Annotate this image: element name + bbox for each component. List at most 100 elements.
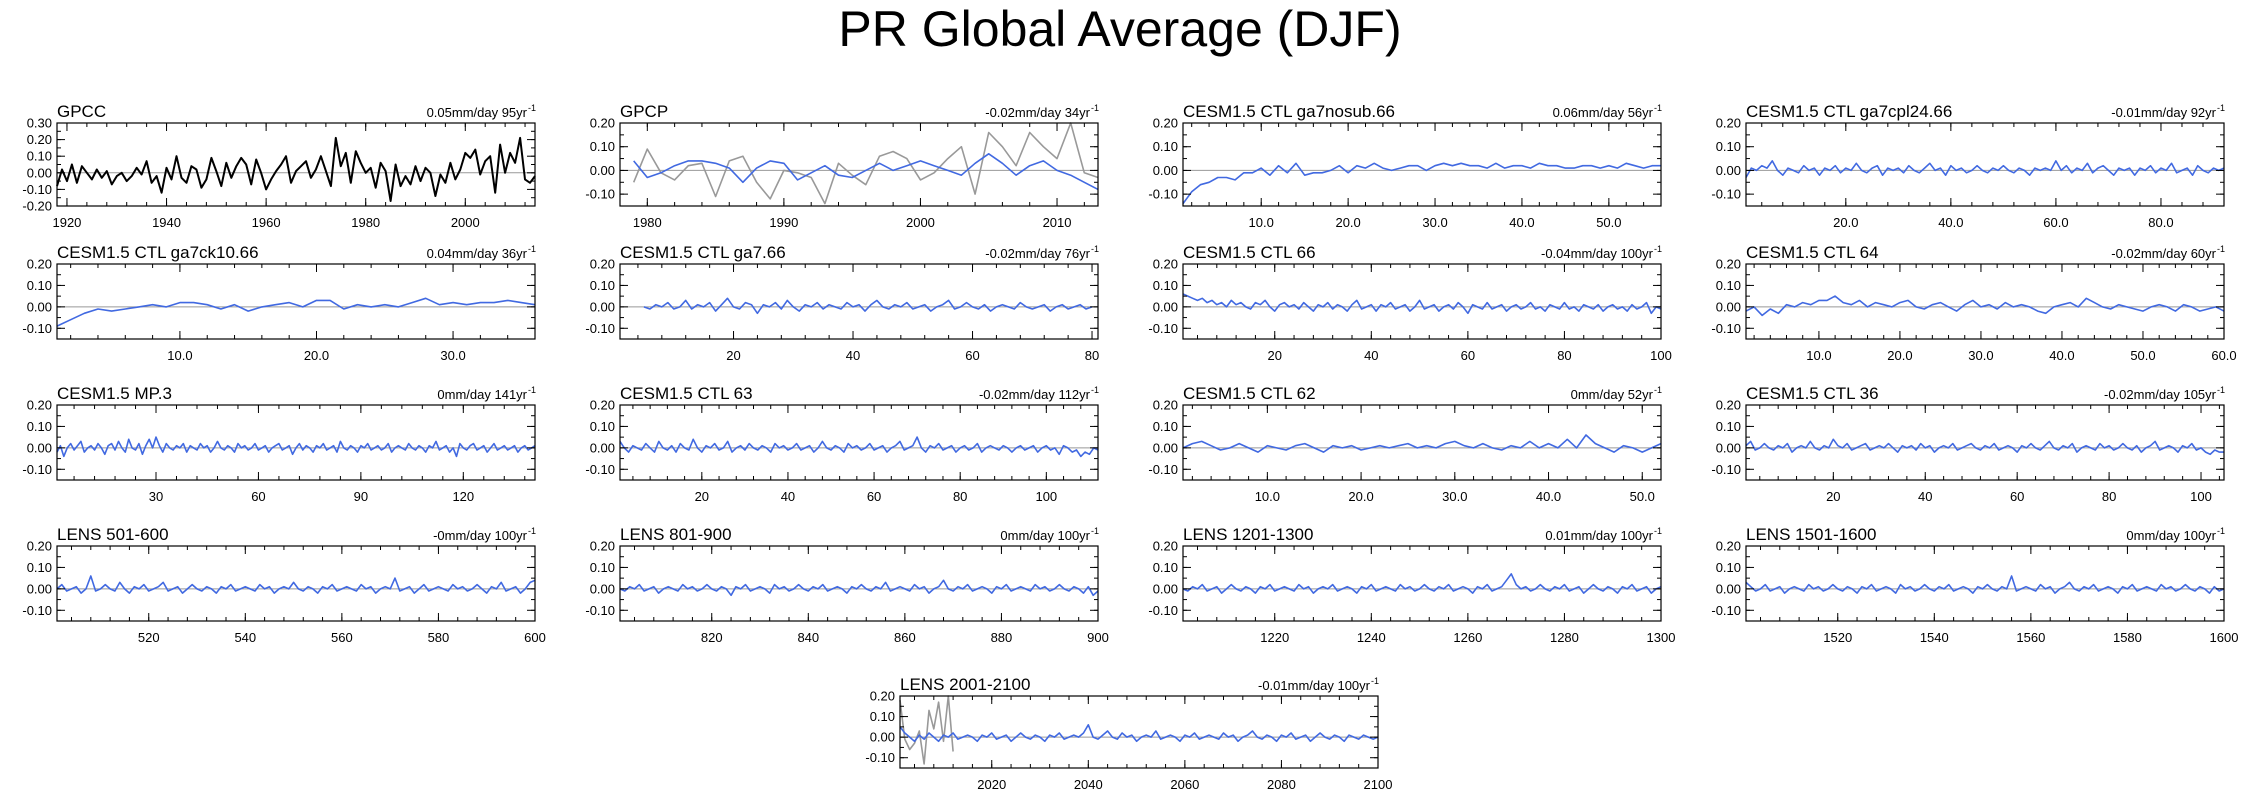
y-tick-label: 0.10 xyxy=(27,560,52,575)
x-tick-label: 50.0 xyxy=(1630,489,1655,504)
y-tick-label: 0.10 xyxy=(1153,419,1178,434)
x-tick-label: 120 xyxy=(452,489,474,504)
y-tick-label: 0.10 xyxy=(1716,560,1741,575)
x-tick-label: 860 xyxy=(894,630,916,645)
plot-frame xyxy=(1182,545,1662,622)
panel-title: CESM1.5 CTL ga7nosub.66 xyxy=(1183,102,1395,121)
panel-title: CESM1.5 CTL 62 xyxy=(1183,384,1316,403)
x-tick-label: 1580 xyxy=(2113,630,2142,645)
y-tick-label: 0.20 xyxy=(590,398,615,413)
panel-trend-exponent: -1 xyxy=(1091,385,1099,395)
y-tick-label: 0.20 xyxy=(1716,539,1741,554)
x-tick-label: 1980 xyxy=(633,215,662,230)
x-tick-label: 10.0 xyxy=(1255,489,1280,504)
x-tick-label: 80.0 xyxy=(2148,215,2173,230)
series-line-cesm xyxy=(1182,573,1662,594)
y-tick-label: 0.00 xyxy=(590,440,615,455)
panel-7: -0.10 0.00 0.10 0.20 20 40 60 80 100 CESM1.5 CTL … xyxy=(1148,243,1671,363)
x-tick-label: 10.0 xyxy=(1249,215,1274,230)
x-tick-label: 40.0 xyxy=(1536,489,1561,504)
panel-trend: -0.02mm/day 60yr xyxy=(2111,246,2216,261)
panel-trend: -0mm/day 100yr xyxy=(433,528,528,543)
y-tick-label: -0.10 xyxy=(1711,321,1741,336)
series-line-cesm xyxy=(633,153,1099,191)
series-line-cesm xyxy=(1182,162,1661,205)
x-tick-label: 20 xyxy=(726,348,740,363)
panel-title: LENS 801-900 xyxy=(620,525,732,544)
plot-frame xyxy=(56,545,536,622)
y-tick-label: 0.10 xyxy=(27,149,52,164)
panel-trend-exponent: -1 xyxy=(2217,526,2225,536)
y-tick-label: 0.20 xyxy=(1153,539,1178,554)
y-tick-label: 0.20 xyxy=(590,116,615,131)
panel-10: -0.10 0.00 0.10 0.20 20 40 60 80 100 CESM1.5 CTL … xyxy=(585,384,1099,504)
series-line-cesm xyxy=(899,723,1379,743)
x-tick-label: 60.0 xyxy=(2211,348,2236,363)
panel-trend-exponent: -1 xyxy=(2217,385,2225,395)
y-tick-label: 0.00 xyxy=(1153,163,1178,178)
x-tick-label: 1280 xyxy=(1550,630,1579,645)
series-line-cesm xyxy=(1745,295,2225,317)
panel-title: LENS 1201-1300 xyxy=(1183,525,1313,544)
panel-trend: 0.05mm/day 95yr xyxy=(427,105,528,120)
x-tick-label: 40 xyxy=(846,348,860,363)
x-tick-label: 820 xyxy=(701,630,723,645)
x-tick-label: 60 xyxy=(251,489,265,504)
x-tick-label: 80 xyxy=(2102,489,2116,504)
panel-4: -0.10 0.00 0.10 0.20 20.0 40.0 60.0 80.0 CESM1.5… xyxy=(1711,102,2225,230)
y-tick-label: 0.10 xyxy=(590,560,615,575)
y-tick-label: -0.10 xyxy=(1148,321,1178,336)
panel-trend-exponent: -1 xyxy=(528,385,536,395)
x-tick-label: 1980 xyxy=(351,215,380,230)
x-tick-label: 840 xyxy=(797,630,819,645)
panel-trend: 0mm/day 141yr xyxy=(437,387,527,402)
plot-frame xyxy=(619,404,1099,481)
panel-6: -0.10 0.00 0.10 0.20 20 40 60 80 CESM1.5 CTL ga7… xyxy=(585,243,1099,363)
x-tick-label: 1260 xyxy=(1453,630,1482,645)
plot-frame xyxy=(56,122,536,207)
x-tick-label: 1560 xyxy=(2016,630,2045,645)
panel-16: -0.10 0.00 0.10 0.20 1520 1540 1560 1580 1600 LEN… xyxy=(1711,525,2238,645)
x-tick-label: 1520 xyxy=(1823,630,1852,645)
series-line-cesm xyxy=(1745,575,2225,594)
panel-title: CESM1.5 CTL ga7.66 xyxy=(620,243,786,262)
series-line-cesm xyxy=(1182,293,1662,315)
series-line-gpcc xyxy=(56,136,536,202)
x-tick-label: 20.0 xyxy=(1833,215,1858,230)
series-line-cesm xyxy=(1182,434,1662,453)
x-tick-label: 2000 xyxy=(451,215,480,230)
panel-title: CESM1.5 CTL ga7cpl24.66 xyxy=(1746,102,1952,121)
panel-title: CESM1.5 MP.3 xyxy=(57,384,172,403)
panel-1: -0.20 -0.10 0.000.10 0.200.30 1920 1940 1960 19… xyxy=(22,102,536,230)
x-tick-label: 100 xyxy=(1650,348,1672,363)
y-tick-label: 0.00 xyxy=(1153,440,1178,455)
x-tick-label: 30.0 xyxy=(1442,489,1467,504)
panel-5: -0.10 0.00 0.10 0.20 10.0 20.0 30.0 CESM1.5 CTL… xyxy=(22,243,536,363)
panel-trend-exponent: -1 xyxy=(2217,244,2225,254)
y-tick-label: -0.10 xyxy=(1711,462,1741,477)
x-tick-label: 1220 xyxy=(1260,630,1289,645)
x-tick-label: 30.0 xyxy=(440,348,465,363)
x-tick-label: 1600 xyxy=(2210,630,2239,645)
y-tick-label: -0.10 xyxy=(22,321,52,336)
x-tick-label: 100 xyxy=(1035,489,1057,504)
panel-15: -0.10 0.00 0.10 0.20 1220 1240 1260 1280 1300 LEN… xyxy=(1148,525,1675,645)
y-tick-label: -0.10 xyxy=(1711,603,1741,618)
x-tick-label: 40 xyxy=(781,489,795,504)
x-tick-label: 60 xyxy=(965,348,979,363)
y-tick-label: 0.00 xyxy=(590,581,615,596)
panel-trend: -0.02mm/day 112yr xyxy=(979,387,1091,402)
panel-trend: 0mm/day 100yr xyxy=(2126,528,2216,543)
x-tick-label: 2100 xyxy=(1364,777,1393,792)
series-line-cesm xyxy=(56,575,536,594)
panel-trend-exponent: -1 xyxy=(1371,676,1379,686)
x-tick-label: 1960 xyxy=(252,215,281,230)
y-tick-label: 0.20 xyxy=(27,398,52,413)
y-tick-label: 0.30 xyxy=(27,116,52,131)
x-tick-label: 1540 xyxy=(1920,630,1949,645)
x-tick-label: 20.0 xyxy=(1887,348,1912,363)
plot-frame xyxy=(1745,404,2225,481)
x-tick-label: 80 xyxy=(1557,348,1571,363)
y-tick-label: 0.20 xyxy=(590,539,615,554)
series-line-cesm xyxy=(619,579,1099,597)
